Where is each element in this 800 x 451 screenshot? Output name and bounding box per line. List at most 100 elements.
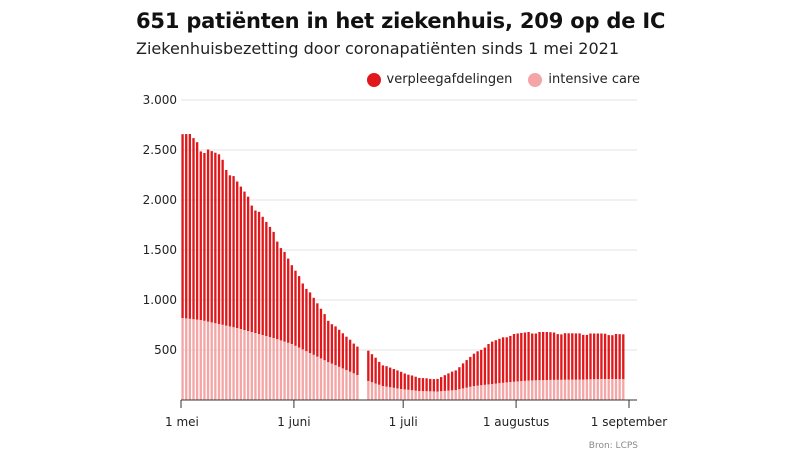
bar-ward bbox=[319, 308, 323, 359]
bar-ward bbox=[556, 334, 559, 380]
bar-ic bbox=[541, 380, 545, 400]
bar-ward bbox=[527, 332, 530, 381]
bar-ic bbox=[505, 382, 508, 400]
bar-ic bbox=[523, 380, 527, 400]
bar-ic bbox=[308, 353, 312, 400]
bar-ward bbox=[458, 367, 461, 390]
bar-ic bbox=[440, 391, 443, 400]
bar-ward bbox=[330, 324, 334, 364]
bar-ic bbox=[254, 333, 257, 400]
bar-ic bbox=[556, 379, 559, 400]
bar-ic bbox=[268, 337, 272, 400]
bar-ward bbox=[305, 288, 308, 352]
bar-ward bbox=[425, 378, 428, 392]
bar-ward bbox=[239, 186, 243, 329]
bar-ward bbox=[367, 350, 370, 381]
bar-ic bbox=[228, 326, 232, 400]
bar-ic bbox=[378, 384, 381, 400]
bar-ic bbox=[356, 375, 359, 400]
bar-ward bbox=[287, 258, 290, 343]
bar-ward bbox=[516, 333, 519, 382]
bar-ic bbox=[490, 384, 494, 400]
bar-ward bbox=[469, 356, 472, 387]
bar-ward bbox=[454, 370, 457, 390]
bar-ward bbox=[276, 241, 279, 340]
bar-ic bbox=[305, 351, 308, 400]
bar-ward bbox=[600, 333, 603, 379]
bar-ic bbox=[352, 373, 355, 400]
bar-ward bbox=[436, 378, 439, 392]
bar-ward bbox=[257, 211, 261, 334]
bar-ic bbox=[192, 319, 195, 400]
bar-ic bbox=[389, 387, 392, 400]
y-tick-label: 2.000 bbox=[143, 193, 177, 207]
bar-ic bbox=[316, 356, 319, 400]
x-tick-label: 1 mei bbox=[165, 415, 199, 429]
legend-label-ward: verpleegafdelingen bbox=[386, 72, 513, 87]
bar-ward bbox=[327, 320, 330, 362]
bar-ward bbox=[228, 175, 232, 327]
bar-ic bbox=[236, 328, 239, 400]
bar-ic bbox=[327, 362, 330, 400]
bar-ic bbox=[512, 381, 516, 400]
bar-ic bbox=[429, 391, 432, 400]
bar-ic bbox=[217, 324, 221, 400]
bar-ward bbox=[429, 378, 432, 392]
bar-ic bbox=[436, 391, 439, 400]
bar-ward bbox=[308, 292, 312, 353]
bar-ic bbox=[283, 341, 286, 400]
bar-ic bbox=[374, 383, 377, 400]
bar-ic bbox=[225, 325, 228, 400]
bar-ward bbox=[279, 248, 283, 341]
bar-ward bbox=[480, 349, 483, 386]
bar-ward bbox=[297, 276, 301, 348]
bar-ic bbox=[443, 390, 446, 400]
bar-ward bbox=[338, 329, 341, 367]
bar-ward bbox=[185, 134, 188, 319]
bar-ic bbox=[421, 391, 425, 400]
bar-ward bbox=[217, 154, 221, 324]
bar-ic bbox=[571, 379, 574, 400]
bar-ic bbox=[239, 329, 243, 400]
bar-ward bbox=[490, 341, 494, 384]
bar-ward bbox=[501, 337, 505, 383]
x-tick-label: 1 augustus bbox=[483, 415, 549, 429]
bar-ward bbox=[199, 151, 202, 320]
y-tick-label: 500 bbox=[154, 343, 177, 357]
bar-ward bbox=[461, 363, 465, 389]
bar-ic bbox=[206, 321, 210, 400]
bar-ward bbox=[414, 376, 417, 391]
bar-ward bbox=[203, 153, 206, 321]
bar-ward bbox=[483, 347, 487, 385]
bar-ward bbox=[571, 333, 574, 380]
bar-ward bbox=[261, 216, 264, 335]
bar-ward bbox=[407, 374, 410, 390]
bar-ic bbox=[338, 366, 341, 400]
bar-ward bbox=[509, 335, 512, 382]
bar-ward bbox=[214, 152, 217, 324]
bar-ic bbox=[381, 386, 385, 400]
bar-ward bbox=[567, 333, 570, 380]
bar-ic bbox=[498, 383, 501, 400]
bar-ward bbox=[381, 365, 385, 386]
bar-ic bbox=[396, 388, 399, 400]
bar-ic bbox=[425, 391, 428, 400]
bar-ward bbox=[290, 265, 294, 344]
bar-ic bbox=[432, 391, 436, 400]
source-note: Bron: LCPS bbox=[588, 441, 638, 451]
bar-ic bbox=[603, 379, 607, 400]
bar-ward bbox=[592, 333, 596, 380]
bar-ward bbox=[476, 351, 479, 386]
bar-ward bbox=[294, 270, 297, 346]
bar-ic bbox=[195, 319, 199, 400]
bar-ic bbox=[560, 379, 563, 400]
bar-ward bbox=[603, 333, 607, 379]
bar-ward bbox=[181, 134, 184, 318]
bar-ic bbox=[243, 330, 246, 400]
bar-ward bbox=[210, 151, 213, 323]
bar-ward bbox=[418, 377, 421, 391]
bar-ic bbox=[450, 390, 454, 400]
bar-ward bbox=[221, 159, 224, 325]
bar-ward bbox=[250, 205, 253, 332]
bar-ic bbox=[301, 349, 304, 400]
